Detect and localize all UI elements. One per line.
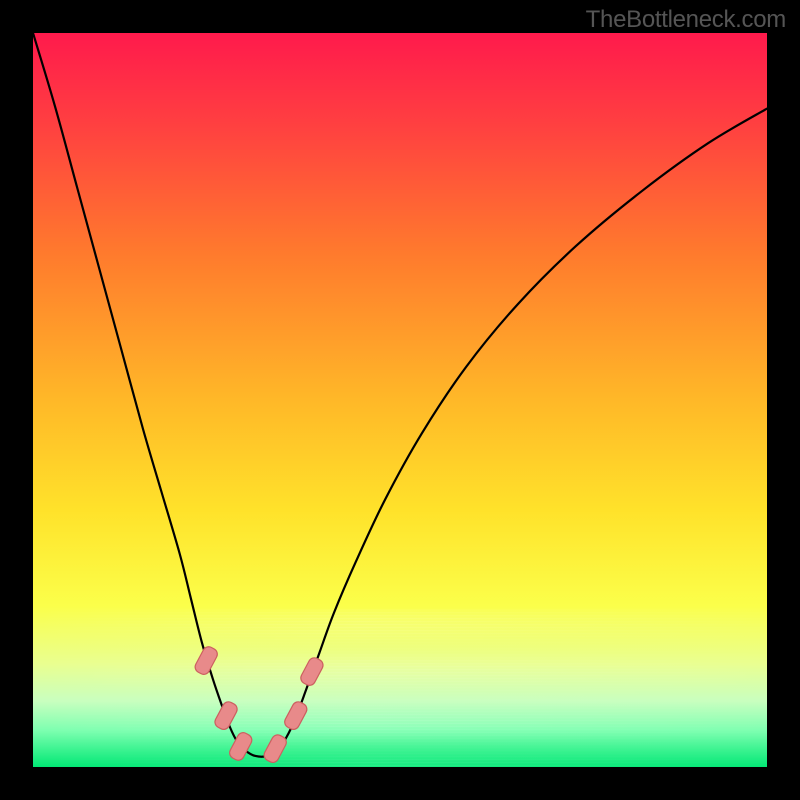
watermark-text: TheBottleneck.com bbox=[586, 6, 786, 34]
chart-svg bbox=[33, 33, 767, 767]
gradient-scanlines bbox=[33, 609, 767, 767]
chart-plot-area bbox=[33, 33, 767, 767]
